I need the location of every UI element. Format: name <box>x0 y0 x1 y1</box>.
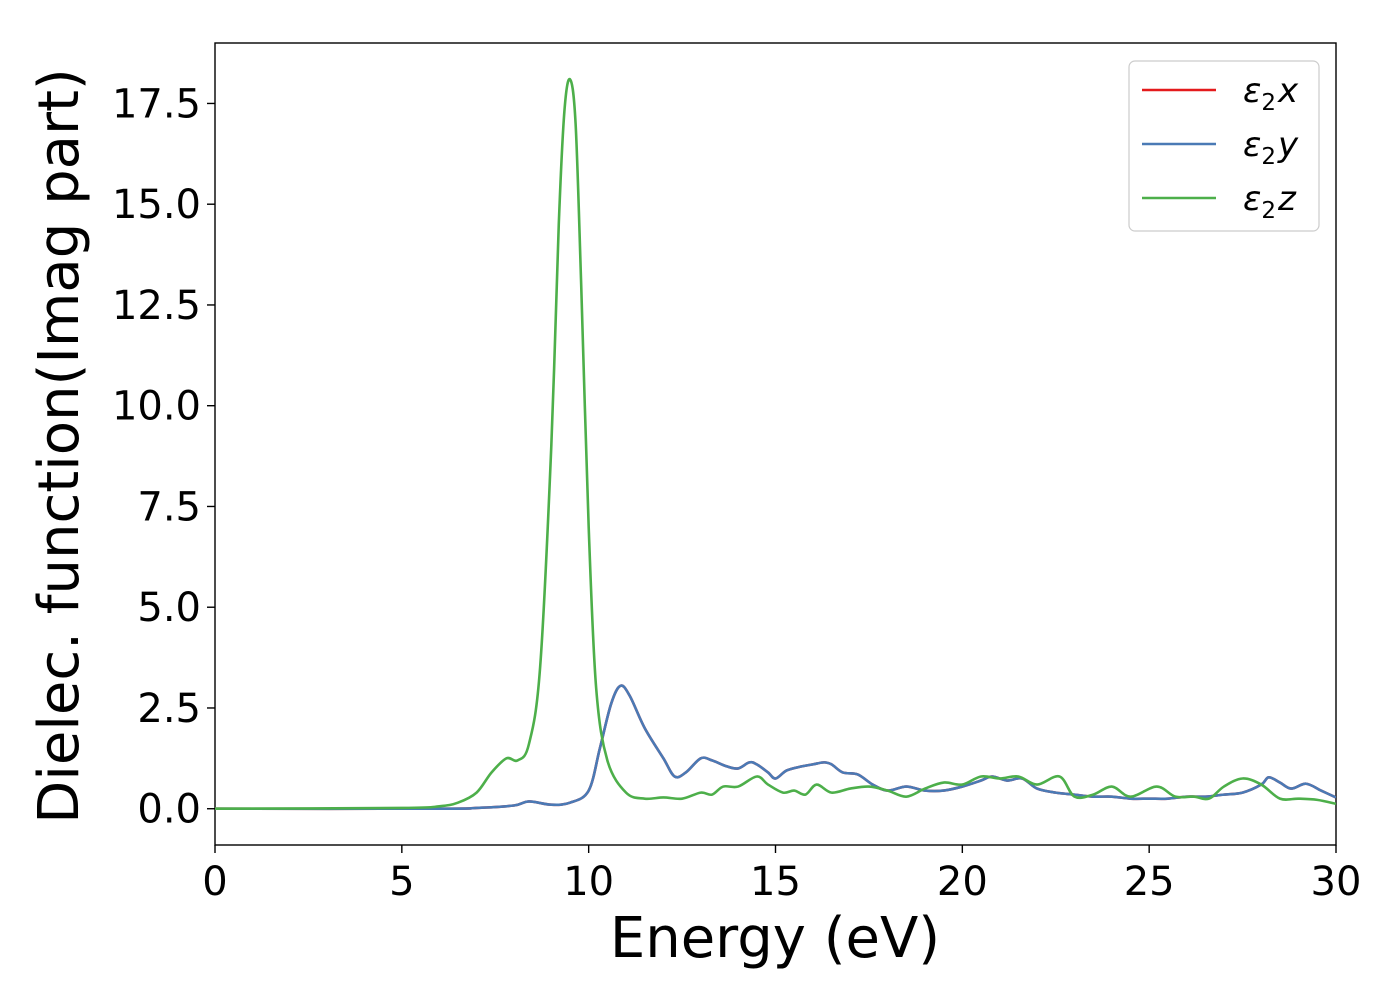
x-axis-label: Energy (eV) <box>610 906 940 971</box>
x-tick-label: 15 <box>750 859 801 905</box>
x-tick-label: 0 <box>202 859 227 905</box>
series-layer <box>215 77 1336 811</box>
y-axis: 0.0 2.5 5.0 7.5 10.0 12.5 15.0 17.5 <box>112 81 215 833</box>
y-tick-label: 0.0 <box>137 787 201 833</box>
y-tick-label: 15.0 <box>112 182 201 228</box>
legend-label-x: ε2x <box>1243 71 1299 116</box>
y-tick-label: 5.0 <box>137 585 201 631</box>
legend-label-y: ε2y <box>1243 125 1299 170</box>
x-tick-label: 20 <box>937 859 988 905</box>
legend: ε2x ε2y ε2z <box>1128 60 1320 232</box>
y-tick-label: 12.5 <box>112 283 201 329</box>
x-tick-label: 30 <box>1311 859 1362 905</box>
x-tick-label: 25 <box>1124 859 1175 905</box>
x-axis: 0 5 10 15 20 25 30 <box>202 845 1361 905</box>
series-line-z <box>215 77 1336 811</box>
y-tick-label: 2.5 <box>137 686 201 732</box>
y-tick-label: 17.5 <box>112 81 201 127</box>
x-tick-label: 5 <box>389 859 414 905</box>
legend-label-z: ε2z <box>1243 179 1297 224</box>
legend-box <box>1128 60 1320 232</box>
x-tick-label: 10 <box>563 859 614 905</box>
y-tick-label: 10.0 <box>112 384 201 430</box>
y-tick-label: 7.5 <box>137 484 201 530</box>
y-axis-label: Dielec. function(Imag part) <box>27 68 92 824</box>
